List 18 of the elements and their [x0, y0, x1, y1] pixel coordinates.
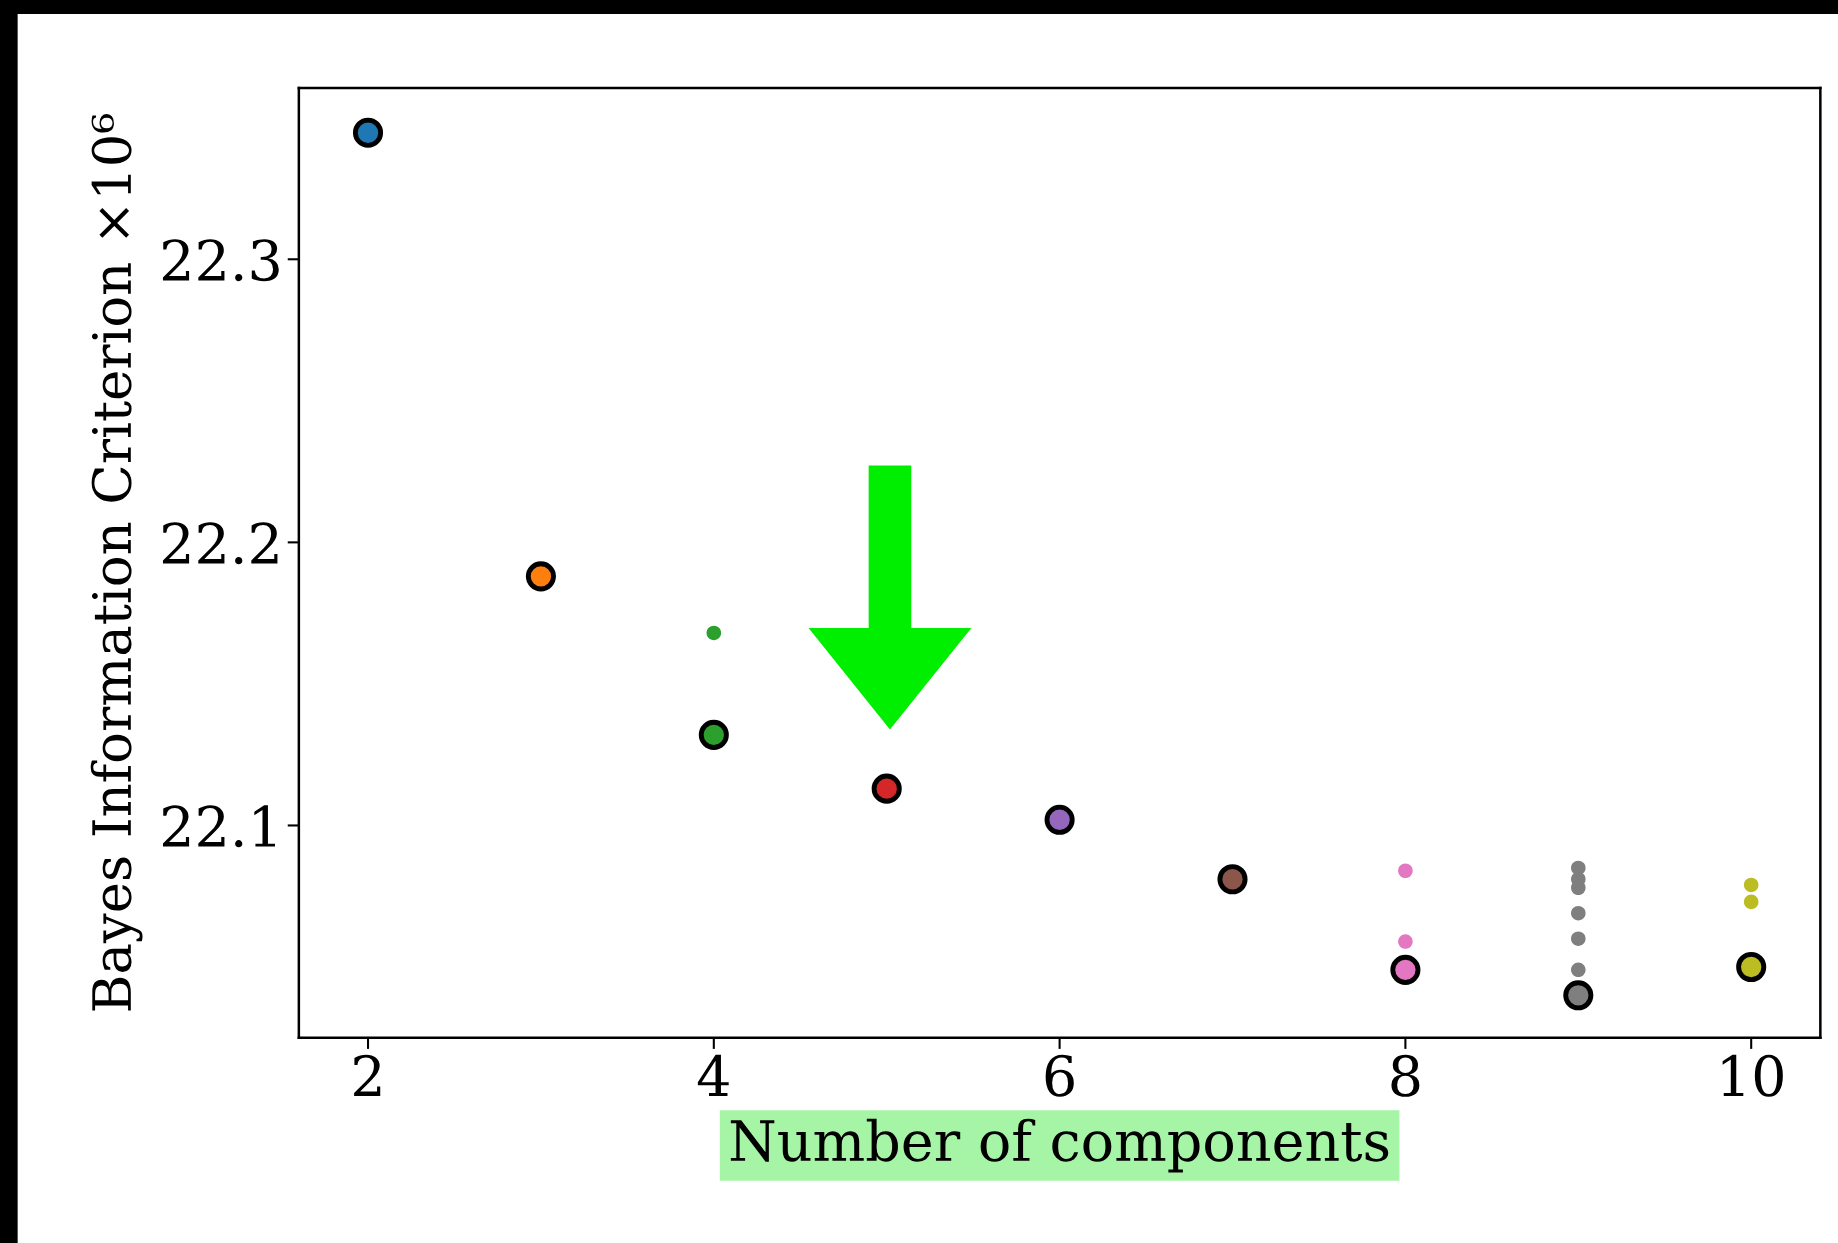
x-axis-title: Number of components: [730, 1118, 1389, 1173]
point: [706, 625, 722, 641]
point: [1398, 863, 1413, 879]
point: [1743, 894, 1759, 910]
point: [1571, 905, 1586, 921]
x-tick-label: 4: [697, 1054, 729, 1096]
x-tick-label: 10: [1722, 1054, 1783, 1097]
point: [1571, 931, 1586, 946]
x-tick-label: 8: [1391, 1054, 1420, 1097]
x-tick-label: 6: [1045, 1054, 1074, 1097]
y-tick-label: 22.1: [162, 805, 275, 848]
y-tick-label: 22.2: [162, 522, 278, 565]
y-axis-title: Bayes Information Criterion ×10⁶: [90, 114, 143, 1011]
point: [1743, 877, 1759, 893]
y-tick-label: 22.3: [162, 239, 279, 282]
point: [1398, 934, 1413, 949]
point: [1571, 962, 1586, 978]
x-tick-label: 2: [354, 1054, 381, 1096]
